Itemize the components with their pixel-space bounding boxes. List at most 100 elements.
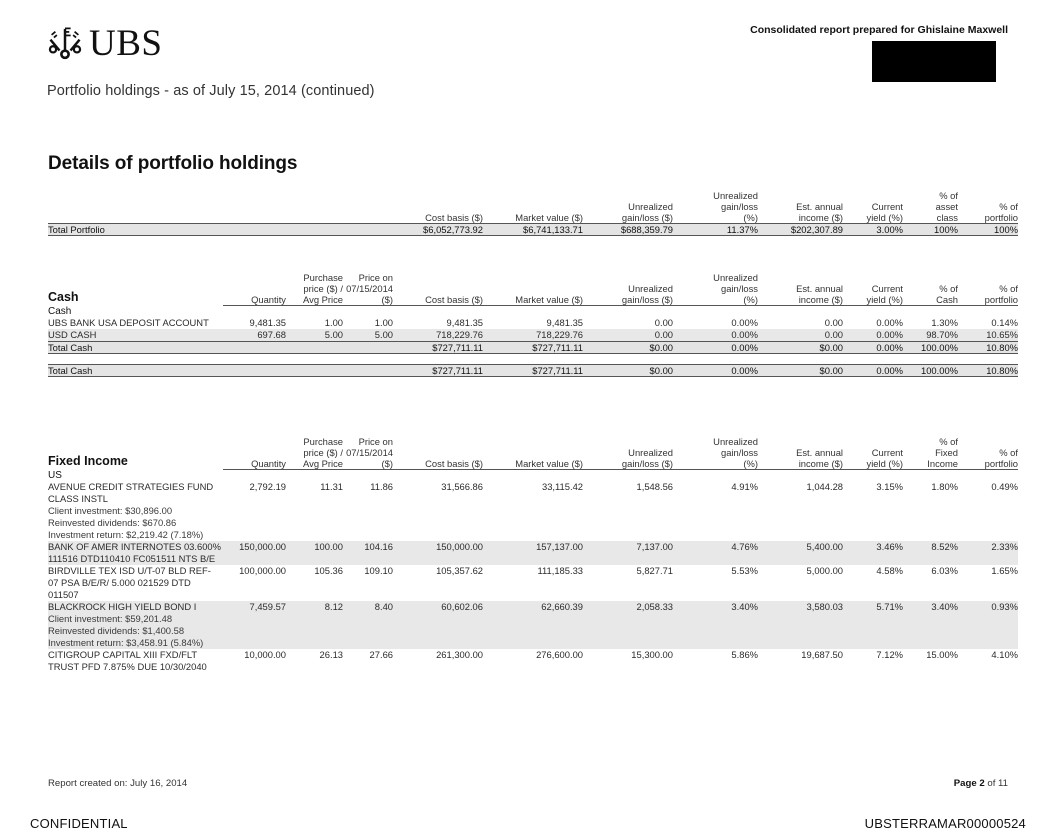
fi-col-price-on-date: Price on 07/15/2014 ($): [346, 436, 393, 469]
summary-header-row: Cost basis ($) Market value ($) Unrealiz…: [48, 190, 1018, 224]
cell-current-yield: 5.71%: [843, 600, 903, 649]
cell-pct-class: 15.00%: [926, 648, 958, 660]
cell-unrealized-pct: 4.76%: [673, 540, 758, 565]
cell-pct-portfolio: 4.10%: [991, 648, 1018, 660]
total-cash-subtotal-row: Total Cash $727,711.11 $727,711.11 $0.00…: [48, 340, 1018, 354]
table-row: UBS BANK USA DEPOSIT ACCOUNT 9,481.35 1.…: [48, 317, 1018, 329]
cell-price-on-date: 27.66: [369, 648, 393, 660]
cash-col-pct-cash: % of Cash: [936, 283, 958, 305]
total-portfolio-unrealized-pct: 11.37%: [673, 223, 758, 236]
cell-quantity: 100,000.00: [239, 564, 286, 576]
cell-quantity: 2,792.19: [249, 480, 287, 492]
total-portfolio-label: Total Portfolio: [48, 223, 393, 236]
ubs-brand: UBS: [47, 24, 162, 62]
cell-est-annual-income: 0.00: [824, 316, 843, 328]
cell-cost-basis: 9,481.35: [446, 316, 484, 328]
total-portfolio-market-value: $6,741,133.71: [483, 223, 583, 236]
total-cash-grand-label: Total Cash: [48, 363, 223, 377]
cell-unrealized-dollar: 5,827.71: [636, 564, 674, 576]
cell-est-annual-income: 19,687.50: [801, 648, 843, 660]
cell-current-yield: 7.12%: [876, 648, 903, 660]
cell-market-value: 111,185.33: [537, 564, 583, 576]
holding-detail: Client investment: $30,896.00: [48, 504, 173, 516]
cell-pct-portfolio: 0.93%: [958, 600, 1018, 649]
cell-pct-portfolio: 10.65%: [958, 328, 1018, 342]
cell-unrealized-pct: 3.40%: [673, 600, 758, 649]
cash-col-price-on-date: Price on 07/15/2014 ($): [346, 272, 393, 305]
summary-table: Cost basis ($) Market value ($) Unrealiz…: [48, 190, 1018, 236]
cell-quantity: 10,000.00: [244, 648, 286, 660]
holding-cell: BLACKROCK HIGH YIELD BOND I Client inves…: [48, 600, 223, 649]
cell-market-value: 718,229.76: [483, 328, 583, 342]
holding-cell: BANK OF AMER INTERNOTES 03.600% 111516 D…: [48, 540, 223, 565]
total-cash-grand-current-yield: 0.00%: [843, 363, 903, 377]
summary-col-current-yield: Current yield (%): [866, 201, 903, 223]
total-cash-grand-unrealized-pct: 0.00%: [673, 363, 758, 377]
cash-col-current-yield: Current yield (%): [866, 283, 903, 305]
total-cash-grand-pct-class: 100.00%: [903, 363, 958, 377]
summary-col-cost-basis: Cost basis ($): [425, 212, 483, 223]
page-of: of 11: [987, 778, 1008, 789]
cell-price-on-date: 104.16: [343, 540, 393, 565]
report-created-on: Report created on: July 16, 2014: [48, 778, 188, 789]
ubs-three-keys-logo: [48, 27, 82, 60]
holding-detail: Reinvested dividends: $670.86: [48, 516, 177, 528]
holding-detail: Reinvested dividends: $1,400.58: [48, 624, 185, 636]
cash-col-market-value: Market value ($): [515, 294, 583, 305]
cell-cost-basis: 105,357.62: [436, 564, 483, 576]
fixed-income-subsection-row: US: [48, 470, 1018, 481]
total-portfolio-cost-basis: $6,052,773.92: [393, 223, 483, 236]
total-portfolio-unrealized-dollar: $688,359.79: [583, 223, 673, 236]
cell-pct-class: 6.03%: [931, 564, 958, 576]
holding-name: USD CASH: [48, 328, 223, 342]
cell-market-value: 62,660.39: [483, 600, 583, 649]
page-title: Details of portfolio holdings: [48, 153, 298, 174]
total-cash-unrealized-pct: 0.00%: [673, 340, 758, 354]
holding-name: BANK OF AMER INTERNOTES 03.600% 111516 D…: [48, 540, 221, 564]
cell-quantity: 697.68: [223, 328, 286, 342]
cell-market-value: 276,600.00: [536, 648, 583, 660]
cell-cost-basis: 150,000.00: [393, 540, 483, 565]
summary-col-market-value: Market value ($): [515, 212, 583, 223]
cell-est-annual-income: 5,400.00: [758, 540, 843, 565]
cell-price-on-date: 109.10: [364, 564, 393, 576]
brand-wordmark: UBS: [89, 22, 163, 64]
page-number: 2: [979, 778, 985, 789]
cell-current-yield: 0.00%: [843, 328, 903, 342]
total-cash-market-value: $727,711.11: [483, 340, 583, 354]
table-row: BIRDVILLE TEX ISD U/T-07 BLD REF- 07 PSA…: [48, 565, 1018, 601]
cell-pct-portfolio: 1.65%: [991, 564, 1018, 576]
cash-subsection-label: Cash: [48, 305, 72, 317]
summary-col-unrealized-pct: Unrealized gain/loss (%): [713, 190, 758, 223]
cell-unrealized-dollar: 0.00: [583, 328, 673, 342]
cash-col-cost-basis: Cost basis ($): [425, 294, 483, 305]
cell-price-on-date: 1.00: [374, 316, 393, 328]
cell-pct-class: 1.30%: [931, 316, 958, 328]
summary-col-est-annual-income: Est. annual income ($): [796, 201, 843, 223]
table-row: BLACKROCK HIGH YIELD BOND I Client inves…: [48, 600, 1018, 649]
summary-col-blank: [48, 190, 393, 224]
total-portfolio-row: Total Portfolio $6,052,773.92 $6,741,133…: [48, 223, 1018, 236]
holding-detail: Investment return: $3,458.91 (5.84%): [48, 636, 204, 648]
cell-unrealized-pct: 0.00%: [673, 328, 758, 342]
cell-pct-class: 8.52%: [903, 540, 958, 565]
cell-unrealized-dollar: 0.00: [654, 316, 673, 328]
fi-col-pct-portfolio: % of portfolio: [984, 447, 1018, 469]
cell-market-value: 9,481.35: [546, 316, 584, 328]
cell-current-yield: 4.58%: [876, 564, 903, 576]
cash-header-row: Cash Quantity Purchase price ($) / Avg P…: [48, 272, 1018, 305]
cash-col-pct-portfolio: % of portfolio: [984, 283, 1018, 305]
cell-pct-portfolio: 0.14%: [991, 316, 1018, 328]
total-cash-grand-market-value: $727,711.11: [483, 363, 583, 377]
holding-detail: Investment return: $2,219.42 (7.18%): [48, 528, 204, 540]
cell-est-annual-income: 5,000.00: [806, 564, 844, 576]
cell-price-on-date: 11.86: [370, 480, 393, 492]
cash-subsection-row: Cash: [48, 306, 1018, 317]
table-row: BANK OF AMER INTERNOTES 03.600% 111516 D…: [48, 540, 1018, 565]
total-cash-unrealized-dollar: $0.00: [583, 340, 673, 354]
cell-quantity: 9,481.35: [249, 316, 287, 328]
cell-purchase-price: 5.00: [286, 328, 343, 342]
cash-table: Cash Quantity Purchase price ($) / Avg P…: [48, 272, 1018, 377]
cell-pct-portfolio: 0.49%: [991, 480, 1018, 492]
cell-est-annual-income: 0.00: [758, 328, 843, 342]
